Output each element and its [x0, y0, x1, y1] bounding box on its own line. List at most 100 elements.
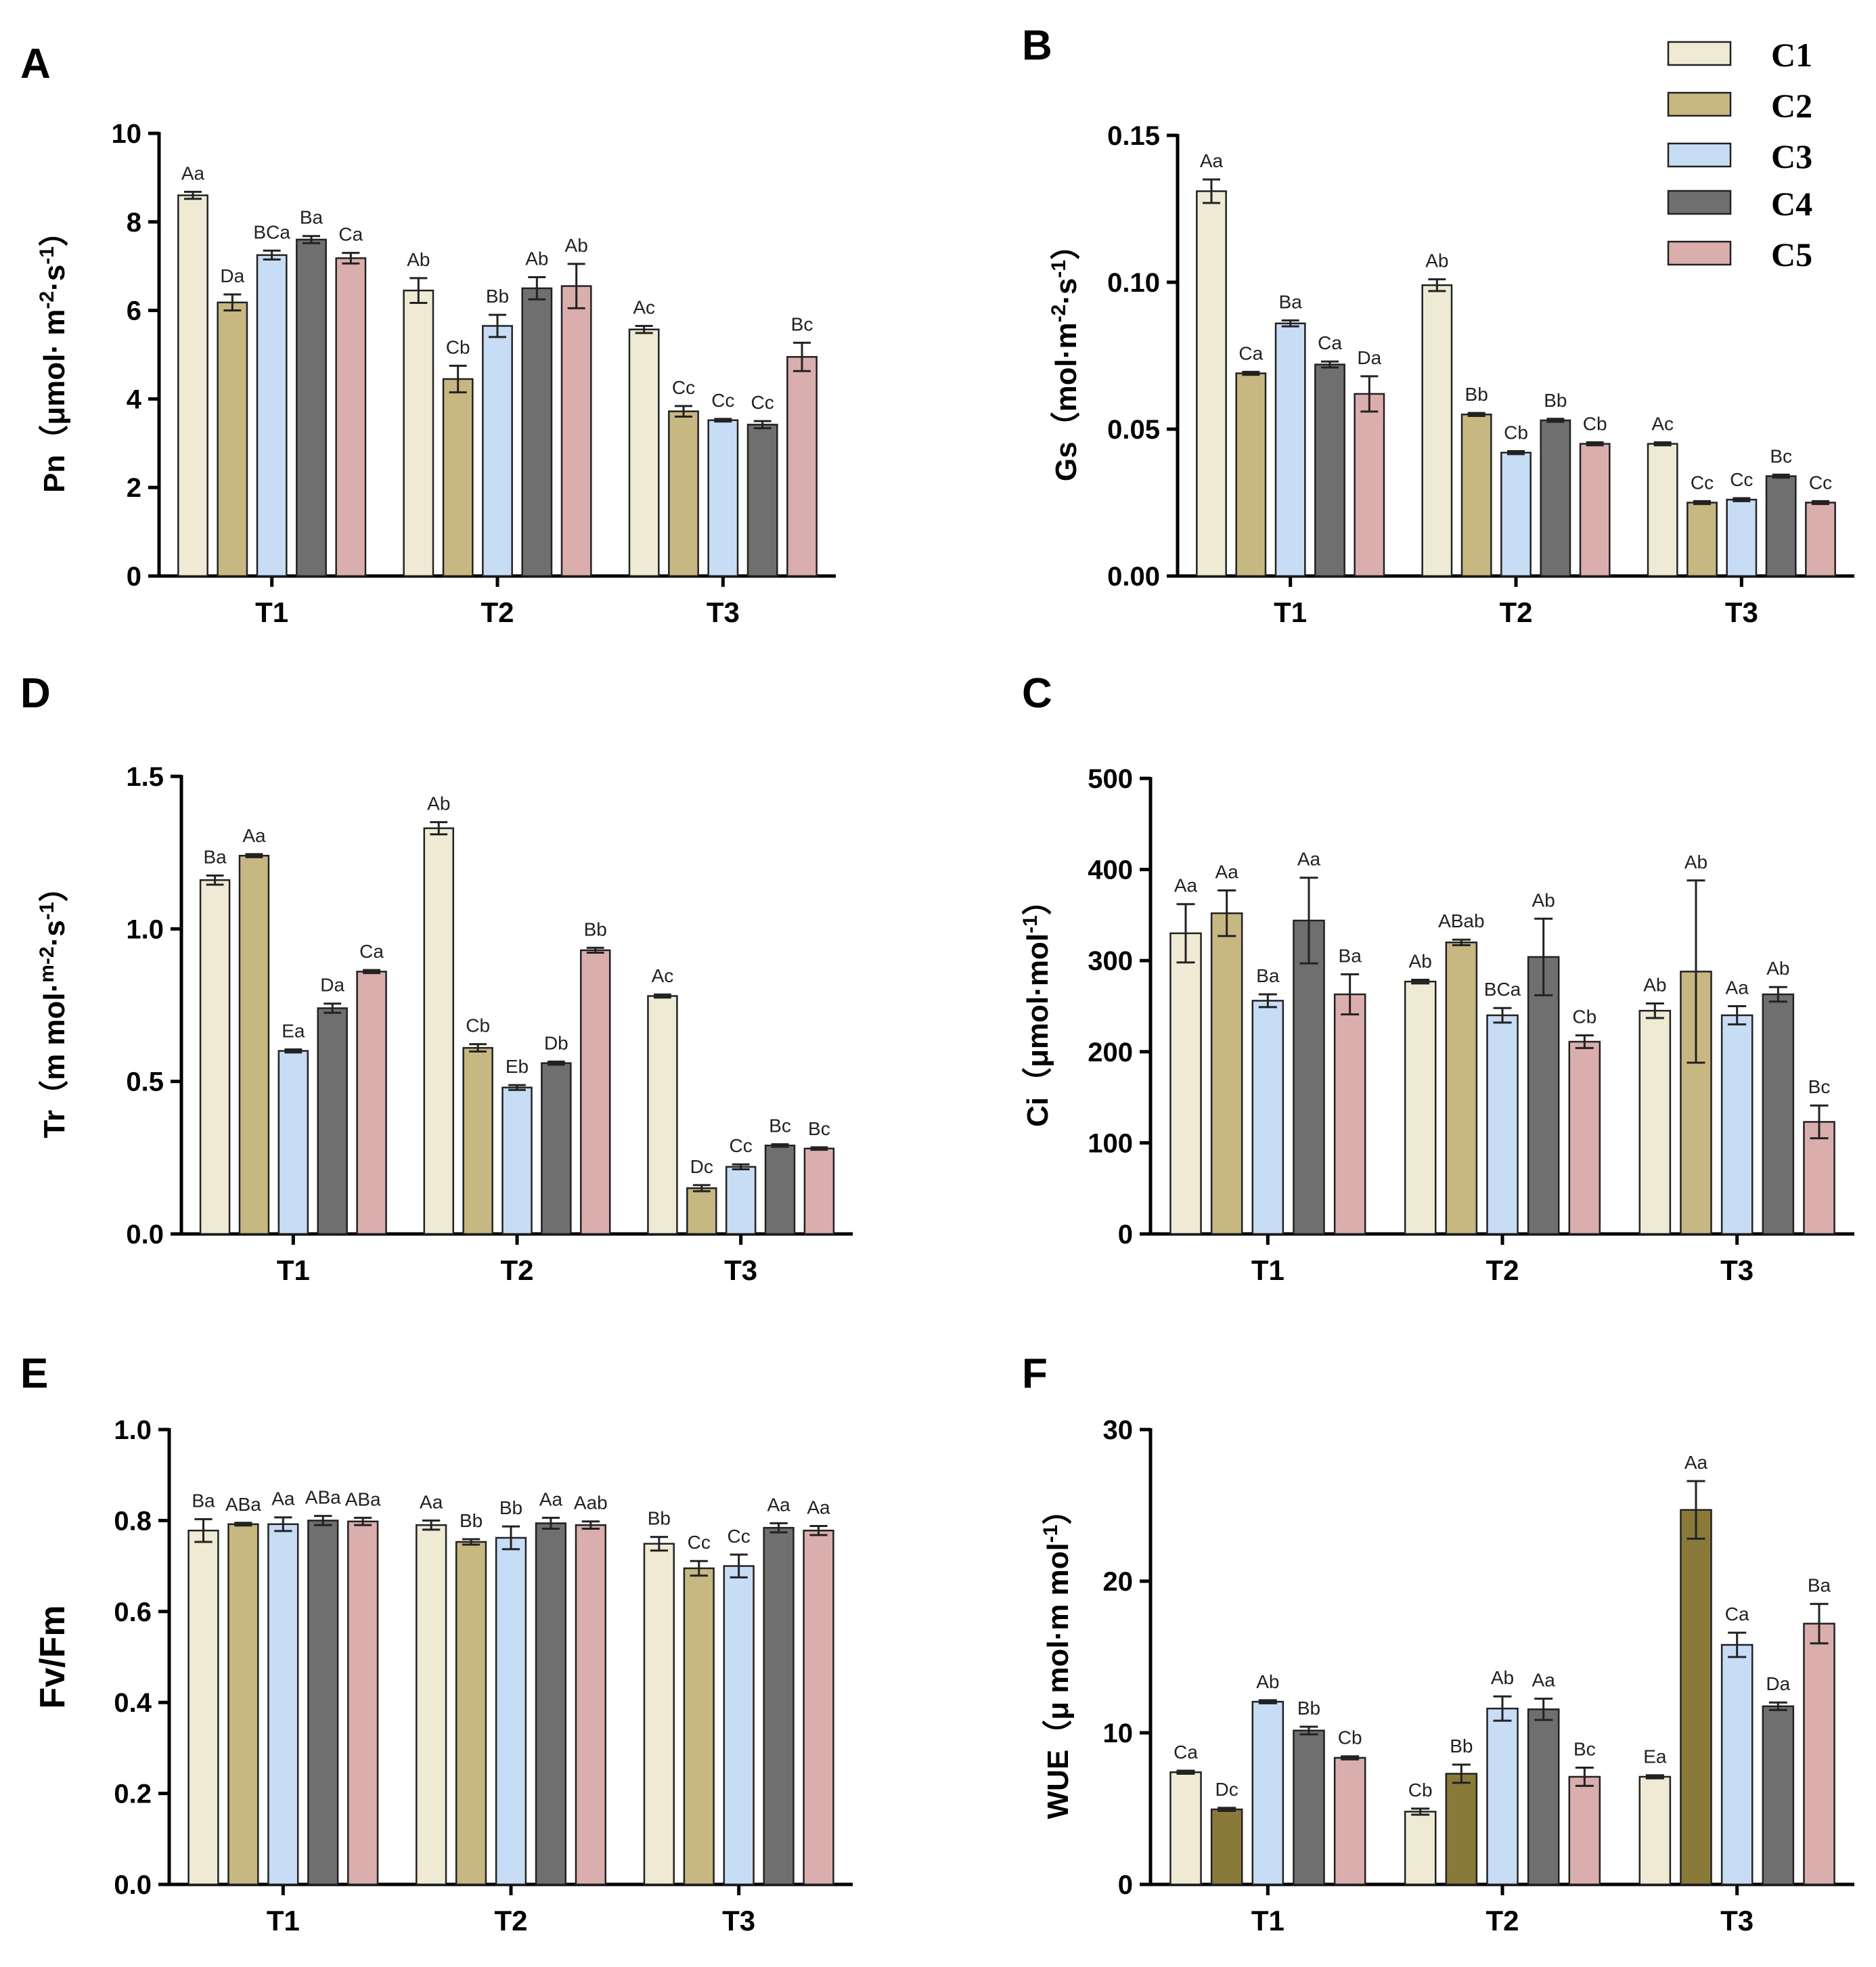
error-bar-C2-T1 [234, 1522, 252, 1527]
error-bar-C5-T1 [1341, 1755, 1360, 1761]
error-bar-C2-T3 [1687, 1480, 1705, 1540]
error-bar-C3-T2 [501, 1525, 520, 1551]
x-tick-label-T2: T2 [1486, 1905, 1519, 1937]
bar-C3-T2 [1486, 1707, 1519, 1886]
significance-label: Ba [1279, 291, 1303, 312]
legend-item-C4: C4 [1667, 185, 1812, 223]
error-bar-C3-T1 [1281, 319, 1299, 328]
significance-label: Ca [1318, 332, 1342, 353]
error-bar-C4-T3 [1768, 1701, 1787, 1711]
error-bar-C3-T3 [1733, 497, 1751, 502]
y-tick-label: 0 [127, 562, 141, 592]
y-tick-label: 200 [1088, 1038, 1133, 1067]
significance-label: Ab [1766, 958, 1789, 979]
y-tick-label: 0.0 [126, 1220, 164, 1250]
y-tick-label: 10 [1103, 1719, 1134, 1748]
error-bar-C4-T1 [323, 1002, 342, 1014]
legend-label: C5 [1771, 236, 1812, 273]
y-axis-label: Fv/Fm [33, 1605, 72, 1708]
panel-letter-E: E [20, 1350, 48, 1397]
y-axis-label: Tr（m mol·m-2·s-1） [36, 872, 72, 1139]
bar-C5-T3 [803, 1529, 834, 1886]
bar-C4-T1 [296, 238, 327, 577]
error-bar-C3-T3 [1728, 1631, 1747, 1658]
panel-B: B 0.00 0.05 0.10 0.15 Gs（mol·m-2·s-1） T1 Aa Ca Ba… [1022, 22, 1854, 628]
significance-label: ABa [305, 1487, 341, 1508]
error-bar-C3-T2 [508, 1084, 526, 1091]
error-bar-C3-T3 [1728, 1005, 1747, 1025]
significance-label: Aa [807, 1497, 830, 1518]
bar-C4-T2 [535, 1522, 567, 1886]
y-tick-label: 0.8 [114, 1506, 152, 1536]
significance-label: BCa [253, 221, 290, 242]
bar-C5-T1 [1354, 393, 1385, 577]
panel-letter-B: B [1022, 22, 1052, 69]
y-tick-label: 0 [1118, 1870, 1133, 1900]
bar-C3-T1 [267, 1523, 299, 1886]
bar-C1-T1 [187, 1529, 219, 1886]
error-bar-C3-T1 [284, 1048, 303, 1054]
significance-label: Ba [1256, 965, 1280, 986]
bar-C5-T2 [1579, 443, 1611, 577]
significance-label: Aa [1174, 875, 1198, 896]
y-tick-label: 300 [1088, 946, 1133, 976]
bar-C4-T2 [1540, 419, 1571, 577]
error-bar-C5-T3 [793, 341, 811, 372]
error-bar-C2-T1 [245, 853, 263, 858]
bar-C3-T3 [725, 1166, 757, 1235]
error-bar-C5-T1 [354, 1516, 372, 1526]
error-bar-C2-T3 [692, 1184, 711, 1193]
bar-C3-T1 [1251, 1700, 1285, 1886]
error-bar-C2-T2 [1452, 938, 1471, 946]
bar-C5-T1 [1333, 1756, 1366, 1886]
significance-label: Aa [1532, 1670, 1556, 1691]
significance-label: Aab [574, 1493, 608, 1513]
error-bar-C5-T1 [1360, 375, 1379, 413]
error-bar-C1-T3 [650, 1536, 668, 1552]
bar-C2-T2 [455, 1541, 487, 1886]
error-bar-C5-T2 [586, 946, 604, 954]
significance-label: Cb [1408, 1780, 1433, 1800]
significance-label: Aa [1200, 150, 1224, 171]
error-bar-C5-T3 [1810, 1603, 1829, 1645]
bar-C4-T3 [763, 1526, 795, 1886]
significance-label: Da [1357, 347, 1381, 368]
significance-label: Ca [338, 224, 363, 245]
y-tick-label: 0.10 [1107, 268, 1160, 298]
significance-label: Ba [1808, 1575, 1831, 1596]
error-bar-C4-T3 [769, 1522, 788, 1534]
error-bar-C1-T1 [184, 190, 202, 200]
significance-label: Cb [1338, 1727, 1362, 1748]
error-bar-C3-T3 [714, 418, 732, 423]
error-bar-C1-T2 [409, 277, 428, 304]
bar-C1-T2 [403, 289, 434, 577]
panel-letter-A: A [20, 41, 51, 87]
significance-label: Cb [1572, 1007, 1596, 1027]
error-bar-C4-T1 [1321, 360, 1339, 369]
error-bar-C4-T3 [1772, 473, 1790, 479]
significance-label: Ca [359, 941, 384, 962]
bar-C4-T3 [746, 424, 778, 577]
bar-C3-T2 [495, 1537, 527, 1886]
y-tick-label: 1.0 [126, 914, 164, 944]
error-bar-C2-T1 [223, 293, 242, 312]
error-bar-C4-T1 [314, 1515, 332, 1526]
significance-label: Aa [1684, 1452, 1708, 1473]
error-bar-C1-T3 [654, 993, 671, 999]
error-bar-C2-T3 [675, 405, 692, 418]
bar-C5-T1 [1333, 993, 1366, 1235]
bar-C2-T1 [1210, 1808, 1243, 1886]
panel-C: C 0 100 200 300 400 500 Ci（μmol·mol-1） T1 Aa Aa Ba A… [1019, 670, 1854, 1286]
error-bar-C2-T2 [469, 1043, 487, 1053]
significance-label: Cc [1730, 469, 1753, 490]
y-tick-label: 1.5 [126, 762, 164, 792]
significance-label: Da [1766, 1673, 1790, 1694]
error-bar-C4-T3 [1768, 986, 1787, 1003]
y-tick-label: 0.15 [1107, 121, 1160, 151]
significance-label: Ca [1238, 342, 1263, 363]
bar-C2-T3 [668, 410, 699, 577]
bar-C5-T3 [1805, 502, 1836, 577]
panel-letter-C: C [1022, 670, 1052, 717]
y-tick-label: 0.2 [114, 1780, 152, 1809]
y-tick-label: 0.00 [1107, 562, 1160, 592]
